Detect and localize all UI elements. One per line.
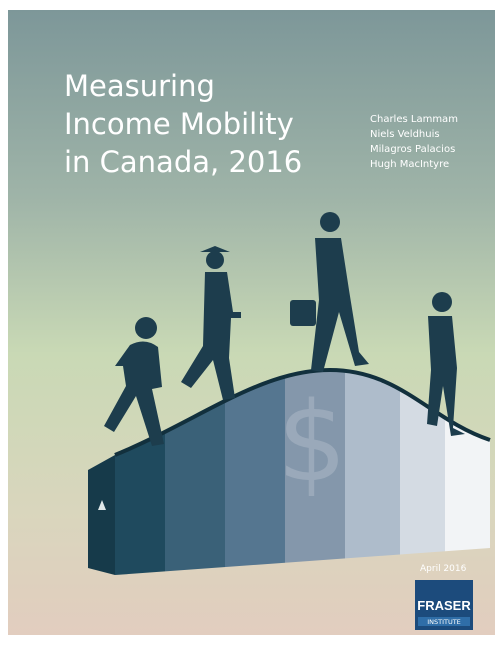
author: Milagros Palacios	[370, 144, 455, 155]
dollar-sign: $	[277, 378, 347, 506]
logo: FRASER INSTITUTE	[415, 580, 473, 630]
author: Hugh MacIntyre	[370, 159, 449, 170]
logo-name: FRASER	[417, 598, 471, 613]
author: Niels Veldhuis	[370, 129, 440, 140]
block-end	[88, 455, 115, 575]
title-line: in Canada, 2016	[64, 145, 302, 179]
title-line: Measuring	[64, 69, 215, 103]
date: April 2016	[420, 564, 467, 574]
title-line: Income Mobility	[64, 107, 294, 141]
logo-subtitle: INSTITUTE	[427, 618, 461, 626]
cover: Measuring Income Mobility in Canada, 201…	[0, 0, 503, 649]
author: Charles Lammam	[370, 114, 458, 125]
